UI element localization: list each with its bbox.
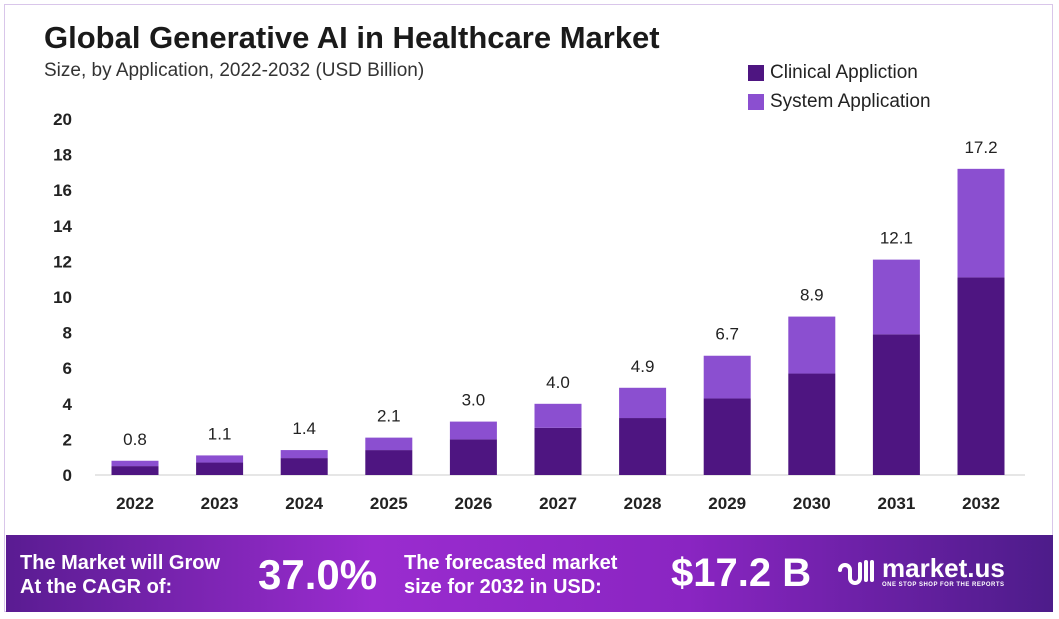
bar-system (872, 259, 920, 335)
legend-item-system: System Application (748, 87, 931, 116)
cagr-value: 37.0% (258, 551, 378, 598)
bar-clinical (280, 458, 328, 475)
bar-system (788, 316, 836, 374)
bar-clinical (449, 439, 497, 475)
x-tick-label: 2031 (877, 494, 915, 513)
bar-chart: 0 2 4 6 8 10 12 14 16 18 20 0.8 2022 1.1 2023 1.4 2024 2.… (53, 110, 1025, 513)
cagr-label-line: At the CAGR of: (20, 576, 173, 598)
data-label: 12.1 (880, 229, 913, 248)
data-label: 0.8 (123, 430, 147, 449)
bar-clinical (703, 398, 751, 475)
cagr-label: The Market will Grow At the CAGR of: (20, 551, 220, 599)
y-tick-label: 10 (53, 288, 72, 307)
bar-clinical (111, 466, 159, 475)
bar-system (280, 450, 328, 459)
x-tick-label: 2022 (116, 494, 154, 513)
y-tick-label: 2 (63, 430, 72, 449)
chart-subtitle: Size, by Application, 2022-2032 (USD Bil… (44, 60, 425, 81)
logo-name: market.us (882, 553, 1005, 583)
bar-clinical (534, 427, 582, 475)
y-tick-label: 14 (53, 217, 72, 236)
x-tick-label: 2032 (962, 494, 1000, 513)
bar-clinical (957, 277, 1005, 475)
x-tick-label: 2024 (285, 494, 323, 513)
bar-system (365, 437, 413, 451)
legend-label: Clinical Appliction (770, 61, 918, 83)
bar-system (449, 421, 497, 440)
bar-clinical (365, 450, 413, 475)
bar-system (534, 403, 582, 428)
x-tick-label: 2027 (539, 494, 577, 513)
data-label: 8.9 (800, 286, 824, 305)
data-label: 4.9 (631, 357, 655, 376)
bar-clinical (788, 373, 836, 475)
data-label: 1.1 (208, 424, 232, 443)
data-label: 1.4 (292, 419, 316, 438)
legend-swatch (748, 64, 764, 81)
y-tick-label: 4 (63, 395, 73, 414)
cagr-label-line: The Market will Grow (20, 552, 221, 574)
bar-clinical (196, 462, 244, 475)
legend-swatch (748, 93, 764, 110)
logo-icon (838, 559, 874, 585)
x-tick-label: 2029 (708, 494, 746, 513)
chart-title: Global Generative AI in Healthcare Marke… (44, 20, 660, 55)
bar-clinical (872, 334, 920, 475)
forecast-value: $17.2 B (671, 551, 812, 595)
footer-banner: The Market will Grow At the CAGR of: 37.0… (6, 535, 1053, 612)
forecast-label-line: The forecasted market (404, 552, 618, 574)
forecast-label: The forecasted market size for 2032 in US… (404, 551, 617, 599)
data-label: 2.1 (377, 407, 401, 426)
legend: Clinical Appliction System Application (748, 58, 931, 116)
x-tick-label: 2026 (454, 494, 492, 513)
data-label: 3.0 (462, 391, 486, 410)
y-tick-label: 6 (63, 359, 72, 378)
bar-system (703, 355, 751, 399)
bar-system (957, 168, 1005, 278)
x-tick-label: 2030 (793, 494, 831, 513)
bar-system (196, 455, 244, 463)
y-tick-label: 12 (53, 252, 72, 271)
bar-clinical (619, 418, 667, 475)
legend-item-clinical: Clinical Appliction (748, 58, 931, 87)
y-tick-label: 16 (53, 181, 72, 200)
forecast-label-line: size for 2032 in USD: (404, 576, 602, 598)
y-tick-label: 20 (53, 110, 72, 129)
y-tick-label: 8 (63, 324, 72, 343)
bar-system (619, 387, 667, 419)
x-tick-label: 2025 (370, 494, 408, 513)
x-tick-label: 2023 (201, 494, 239, 513)
x-tick-label: 2028 (624, 494, 662, 513)
data-label: 17.2 (964, 138, 997, 157)
data-label: 6.7 (715, 325, 739, 344)
data-label: 4.0 (546, 373, 570, 392)
y-tick-label: 18 (53, 146, 72, 165)
y-tick-label: 0 (63, 466, 72, 485)
logo-tagline: ONE STOP SHOP FOR THE REPORTS (882, 582, 1005, 588)
market-us-logo: market.us ONE STOP SHOP FOR THE REPORTS (836, 553, 1005, 588)
bar-system (111, 460, 159, 467)
legend-label: System Application (770, 90, 931, 112)
